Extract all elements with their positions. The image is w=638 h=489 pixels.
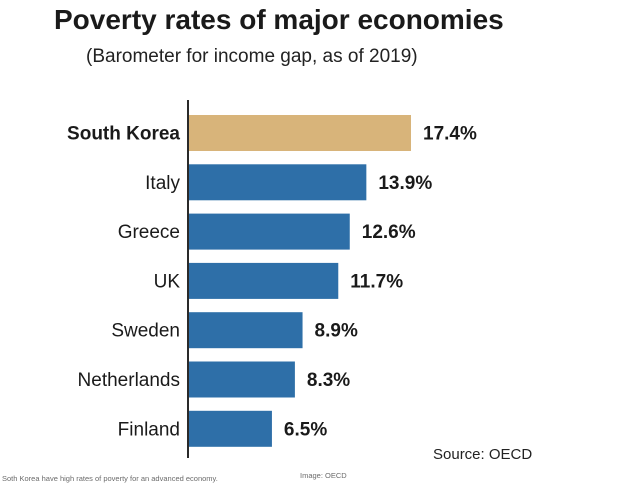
chart-source: Source: OECD — [433, 446, 533, 463]
value-label-netherlands: 8.3% — [307, 370, 350, 391]
category-label-italy: Italy — [145, 173, 180, 194]
bar-uk — [189, 262, 339, 299]
bar-greece — [189, 213, 350, 250]
category-label-sweden: Sweden — [111, 321, 180, 342]
bar-sweden — [189, 312, 303, 349]
image-credit: Image: OECD — [300, 471, 347, 480]
value-label-south-korea: 17.4% — [423, 124, 477, 145]
category-label-south-korea: South Korea — [67, 124, 180, 145]
bar-finland — [189, 410, 272, 447]
chart-title: Poverty rates of major economies — [54, 4, 504, 35]
value-label-italy: 13.9% — [378, 173, 432, 194]
chart-card: Poverty rates of major economies (Barome… — [46, 0, 532, 468]
category-label-greece: Greece — [118, 222, 180, 243]
bar-chart: South Korea 17.4% Italy 13.9% Greece 12.6% UK 1… — [67, 100, 477, 458]
value-label-sweden: 8.9% — [315, 321, 358, 342]
image-caption: Soth Korea have high rates of poverty fo… — [2, 474, 218, 483]
category-label-netherlands: Netherlands — [78, 370, 180, 391]
bar-netherlands — [189, 361, 295, 398]
value-label-uk: 11.7% — [350, 271, 403, 292]
value-label-finland: 6.5% — [284, 419, 327, 440]
category-label-uk: UK — [154, 271, 181, 292]
bar-south-korea — [189, 115, 411, 151]
chart-subtitle: (Barometer for income gap, as of 2019) — [86, 46, 418, 67]
bar-italy — [189, 164, 367, 201]
value-label-greece: 12.6% — [362, 222, 416, 243]
category-label-finland: Finland — [118, 419, 180, 440]
